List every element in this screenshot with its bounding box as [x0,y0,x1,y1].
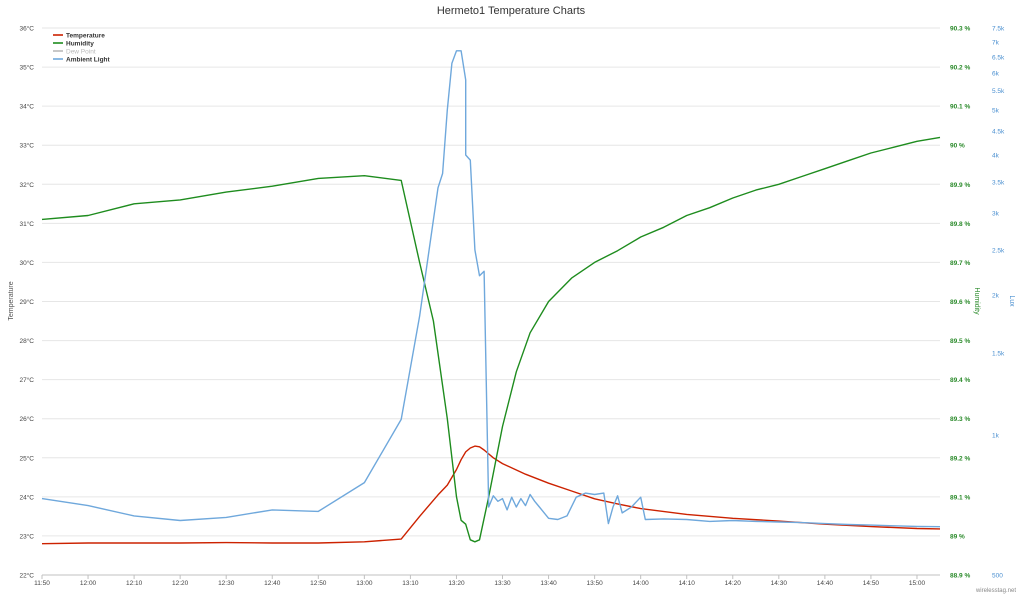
credit-label: wirelesstag.net [975,588,1016,594]
x-tick-label: 11:50 [34,580,50,587]
x-tick-label: 14:10 [679,580,696,587]
y-tick-label-lux: 500 [992,573,1003,580]
y-tick-label-lux: 3.5k [992,179,1005,186]
y-tick-label-humidity: 89.4 % [950,377,970,384]
x-tick-label: 14:40 [817,580,834,587]
y-tick-label-lux: 1k [992,432,1000,439]
legend-entry: Ambient Light [66,56,111,63]
y-tick-label-lux: 2.5k [992,247,1005,254]
x-tick-label: 14:50 [863,580,880,587]
series-line-humidity [41,136,941,543]
x-tick-label: 13:20 [448,580,465,587]
x-tick-label: 12:40 [264,580,281,587]
y-tick-label-temperature: 36°C [19,25,34,33]
y-tick-label-temperature: 30°C [19,259,34,267]
y-tick-label-temperature: 22°C [19,572,34,580]
y-tick-label-humidity: 90.3 % [950,26,970,33]
y-tick-label-lux: 5.5k [992,88,1005,95]
y-tick-label-lux: 3k [992,211,1000,218]
y-tick-label-temperature: 28°C [19,337,34,345]
y-tick-label-lux: 6.5k [992,54,1005,61]
x-tick-label: 12:30 [218,580,235,587]
y-tick-label-lux: 6k [992,71,1000,78]
y-tick-label-temperature: 34°C [19,103,34,111]
y-tick-label-humidity: 89 % [950,533,965,540]
x-tick-label: 14:30 [771,580,788,587]
y-tick-label-humidity: 89.1 % [950,494,970,501]
y-tick-label-lux: 4k [992,152,1000,159]
y-tick-label-temperature: 24°C [19,493,34,501]
x-tick-label: 12:50 [310,580,327,587]
y-axis-title-humidity: Humidity [973,287,980,315]
legend-entry: Dew Point [66,48,96,55]
y-tick-label-humidity: 90 % [950,143,965,150]
y-tick-label-humidity: 90.2 % [950,65,970,72]
y-tick-label-lux: 1.5k [992,351,1005,358]
x-tick-label: 13:30 [494,580,511,587]
y-tick-label-temperature: 25°C [19,454,34,462]
y-tick-label-temperature: 23°C [19,532,34,540]
y-tick-label-temperature: 32°C [19,181,34,189]
y-tick-label-humidity: 89.2 % [950,455,970,462]
y-tick-label-lux: 2k [992,292,1000,299]
x-tick-label: 12:00 [80,580,97,587]
y-tick-label-humidity: 89.6 % [950,299,970,306]
legend-entry: Humidity [66,40,94,47]
y-tick-label-temperature: 27°C [19,376,34,384]
y-tick-label-humidity: 89.9 % [950,182,970,189]
y-tick-label-temperature: 31°C [19,220,34,228]
y-axis-title-temperature: Temperature [8,281,15,320]
legend-entry: Temperature [66,32,105,39]
x-tick-label: 14:00 [633,580,650,587]
y-axis-title-lux: Lux [1008,295,1015,307]
y-tick-label-temperature: 29°C [19,298,34,306]
chart-title: Hermeto1 Temperature Charts [437,5,586,17]
series-line-temperature [41,445,941,545]
x-tick-label: 12:10 [126,580,143,587]
x-tick-label: 14:20 [725,580,742,587]
y-tick-label-temperature: 26°C [19,415,34,423]
x-tick-label: 13:40 [540,580,557,587]
y-tick-label-humidity: 90.1 % [950,104,970,111]
y-tick-label-humidity: 89.5 % [950,338,970,345]
y-tick-label-temperature: 33°C [19,142,34,150]
y-tick-label-humidity: 89.8 % [950,221,970,228]
y-tick-label-lux: 7k [992,39,1000,46]
x-tick-label: 13:50 [586,580,603,587]
y-tick-label-humidity: 88.9 % [950,573,970,580]
x-tick-label: 12:20 [172,580,189,587]
x-tick-label: 13:10 [402,580,419,587]
y-tick-label-temperature: 35°C [19,64,34,72]
series-line-ambient-light [41,50,941,528]
x-tick-label: 13:00 [356,580,373,587]
y-tick-label-lux: 5k [992,107,1000,114]
x-tick-label: 15:00 [909,580,926,587]
y-tick-label-humidity: 89.3 % [950,416,970,423]
y-tick-label-humidity: 89.7 % [950,260,970,267]
y-tick-label-lux: 4.5k [992,129,1005,136]
y-tick-label-lux: 7.5k [992,26,1005,33]
